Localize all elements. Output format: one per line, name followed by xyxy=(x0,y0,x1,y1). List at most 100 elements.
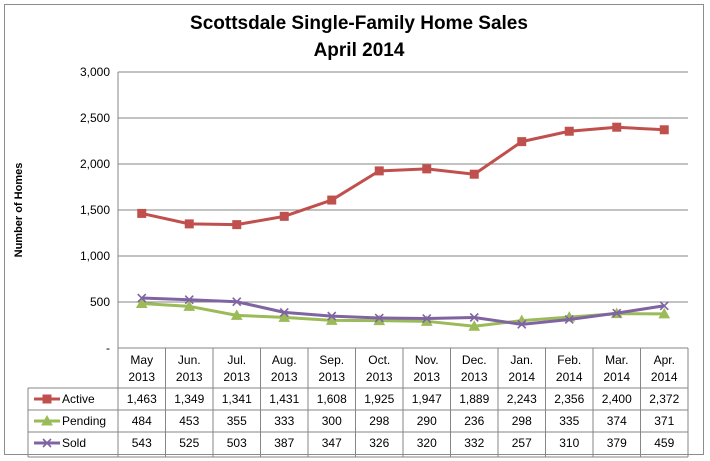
legend-label: Pending xyxy=(62,414,106,428)
x-tick-label-year: 2013 xyxy=(461,370,488,384)
x-tick-label-year: 2014 xyxy=(508,370,535,384)
y-tick-label: 500 xyxy=(90,295,110,309)
table-cell: 1,341 xyxy=(222,392,252,406)
table-cell: 236 xyxy=(464,414,484,428)
legend-key-active xyxy=(34,394,60,404)
chart-title: Scottsdale Single-Family Home Sales xyxy=(190,13,528,34)
x-tick-label-year: 2013 xyxy=(318,370,345,384)
data-point xyxy=(374,313,384,323)
x-tick-label: Jul. xyxy=(227,353,246,367)
series-line xyxy=(141,296,665,326)
table-cell: 326 xyxy=(369,436,389,450)
table-cell: 355 xyxy=(227,414,247,428)
data-point xyxy=(374,166,384,176)
table-cell: 2,356 xyxy=(554,392,584,406)
x-tick-label: Apr. xyxy=(654,353,675,367)
x-tick-label: Dec. xyxy=(462,353,487,367)
table-cell: 2,400 xyxy=(602,392,632,406)
legend-label: Active xyxy=(62,392,95,406)
data-point xyxy=(327,311,337,321)
y-tick-label: 3,000 xyxy=(80,65,110,79)
table-cell: 459 xyxy=(654,436,674,450)
data-point xyxy=(279,211,289,221)
y-tick-label: - xyxy=(106,341,110,355)
chart-subtitle: April 2014 xyxy=(314,40,405,61)
x-tick-label-year: 2014 xyxy=(556,370,583,384)
data-point xyxy=(422,313,432,324)
x-tick-label-year: 2014 xyxy=(651,370,678,384)
data-point xyxy=(278,311,291,322)
data-point xyxy=(612,308,622,318)
data-point xyxy=(564,314,574,325)
table-cell: 347 xyxy=(322,436,342,450)
chart-frame xyxy=(4,4,704,455)
data-point xyxy=(137,208,147,218)
table-cell: 335 xyxy=(559,414,579,428)
table-cell: 298 xyxy=(369,414,389,428)
table-cell: 1,608 xyxy=(317,392,347,406)
x-tick-label: Sep. xyxy=(319,353,344,367)
table-cell: 379 xyxy=(607,436,627,450)
series-line xyxy=(141,125,665,227)
legend-label: Sold xyxy=(62,436,86,450)
y-tick-label: 1,000 xyxy=(80,249,110,263)
data-point xyxy=(659,125,669,135)
data-point xyxy=(184,219,194,229)
series-pending xyxy=(135,297,671,331)
table-cell: 543 xyxy=(132,436,152,450)
table-cell: 2,372 xyxy=(649,392,679,406)
x-tick-label: Nov. xyxy=(415,353,439,367)
data-point xyxy=(327,195,337,205)
y-tick-label: 2,500 xyxy=(80,111,110,125)
data-point xyxy=(469,169,479,179)
table-cell: 387 xyxy=(274,436,294,450)
table-cell: 257 xyxy=(512,436,532,450)
data-point xyxy=(184,295,194,305)
x-tick-label: Jan. xyxy=(510,353,533,367)
table-cell: 525 xyxy=(179,436,199,450)
data-point xyxy=(517,137,527,147)
data-point xyxy=(230,309,243,320)
legend-marker xyxy=(42,394,52,404)
table-cell: 310 xyxy=(559,436,579,450)
table-cell: 1,947 xyxy=(412,392,442,406)
data-point xyxy=(232,297,242,307)
x-tick-label-year: 2013 xyxy=(128,370,155,384)
x-tick-label-year: 2013 xyxy=(366,370,393,384)
legend-key-sold xyxy=(34,438,60,448)
data-point xyxy=(659,301,669,311)
data-point xyxy=(137,293,147,303)
series-active xyxy=(137,122,669,230)
x-tick-label: Jun. xyxy=(178,353,201,367)
y-tick-label: 1,500 xyxy=(80,203,110,217)
x-tick-label: Mar. xyxy=(605,353,628,367)
table-cell: 1,463 xyxy=(127,392,157,406)
legend-marker xyxy=(41,414,53,426)
x-tick-label-year: 2013 xyxy=(413,370,440,384)
table-cell: 1,889 xyxy=(459,392,489,406)
x-tick-label-year: 2013 xyxy=(223,370,250,384)
data-point xyxy=(564,126,574,136)
table-cell: 332 xyxy=(464,436,484,450)
x-tick-label: May xyxy=(130,353,153,367)
x-tick-label-year: 2014 xyxy=(603,370,630,384)
data-point xyxy=(232,220,242,230)
table-cell: 374 xyxy=(607,414,627,428)
data-point xyxy=(517,319,527,329)
data-point xyxy=(135,297,148,308)
data-table: May 2013 Jun. 2013 Jul. 2013 Aug. 2013 Sep. 2013 O… xyxy=(27,347,689,458)
data-point xyxy=(422,164,432,174)
table-cell: 2,243 xyxy=(507,392,537,406)
x-tick-label-year: 2013 xyxy=(271,370,298,384)
data-point xyxy=(468,320,481,331)
table-cell: 300 xyxy=(322,414,342,428)
y-tick-label: 2,000 xyxy=(80,157,110,171)
table-cell: 484 xyxy=(132,414,152,428)
x-tick-label: Feb. xyxy=(557,353,581,367)
table-cell: 1,349 xyxy=(174,392,204,406)
table-cell: 503 xyxy=(227,436,247,450)
y-axis-label: Number of Homes xyxy=(13,163,25,258)
x-tick-label: Oct. xyxy=(368,353,390,367)
table-cell: 453 xyxy=(179,414,199,428)
